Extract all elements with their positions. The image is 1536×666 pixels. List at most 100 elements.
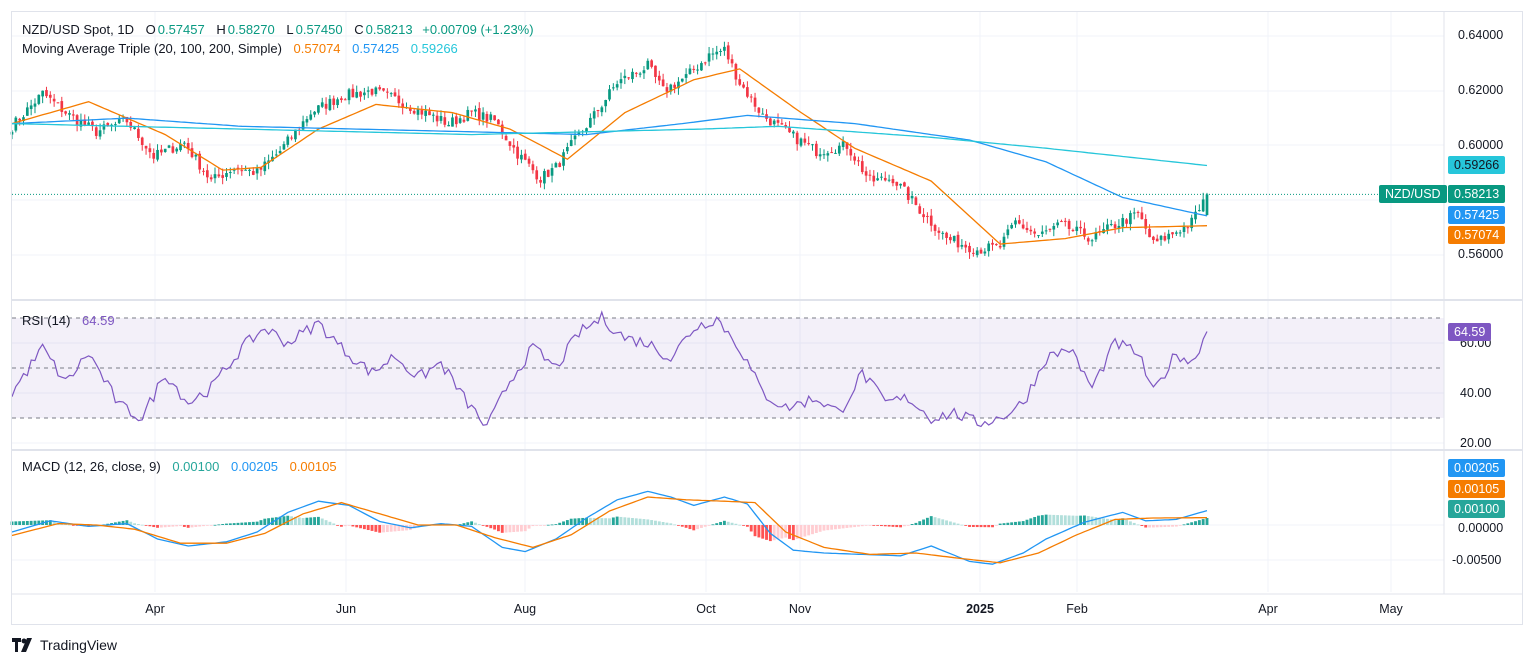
candle-body [535, 170, 539, 180]
macd-histogram-bar [592, 517, 596, 525]
tradingview-logo[interactable]: TradingView [12, 637, 117, 653]
candle-body [94, 127, 98, 136]
candle-body [175, 148, 179, 152]
candle-body [451, 117, 454, 127]
candle-body [696, 69, 699, 71]
macd-histogram-bar [952, 522, 956, 525]
candle-body [117, 119, 121, 124]
macd-histogram-bar [876, 525, 880, 526]
candle-body [673, 84, 676, 88]
candle-body [56, 102, 60, 104]
candle-body [876, 178, 879, 181]
macd-pane [10, 490, 1209, 565]
candle-body [382, 88, 385, 91]
rsi-legend: RSI (14) 64.59 [22, 313, 117, 328]
candle-body [148, 148, 152, 153]
macd-histogram-bar [129, 521, 133, 525]
macd-histogram-bar [1178, 525, 1182, 526]
macd-histogram-bar [791, 525, 795, 541]
candle-body [516, 146, 519, 159]
macd-histogram-bar [822, 525, 826, 531]
macd-histogram-bar [1171, 525, 1174, 527]
macd-histogram-bar [320, 518, 324, 525]
macd-histogram-bar [519, 525, 523, 532]
time-tick-label: Apr [145, 602, 165, 616]
candle-body [1129, 213, 1132, 225]
candle-body [991, 242, 994, 245]
rsi-line [11, 310, 1208, 428]
macd-legend-value: 0.00205 [230, 459, 278, 474]
macd-histogram-bar [546, 524, 550, 526]
candle-body [680, 78, 684, 82]
candle-body [550, 168, 554, 176]
tradingview-logo-icon [12, 638, 32, 652]
candle-body [1178, 232, 1182, 234]
candle-body [780, 123, 784, 125]
candle-body [60, 101, 64, 112]
candle-body [589, 117, 592, 128]
macd-histogram-bar [749, 525, 753, 532]
macd-histogram-bar [1102, 518, 1106, 525]
candle-body [477, 108, 481, 121]
candle-body [301, 121, 305, 130]
candle-body [320, 102, 324, 107]
candle-body [205, 170, 209, 178]
macd-histogram-bar [665, 522, 669, 525]
macd-histogram-bar [1079, 515, 1083, 525]
candle-body [1205, 194, 1209, 216]
close-value: 0.58213 [365, 22, 413, 37]
macd-histogram-bar [508, 525, 512, 533]
candle-body [186, 142, 190, 150]
candle-body [1201, 199, 1205, 212]
candle-body [910, 195, 914, 199]
macd-histogram-bar [1194, 521, 1197, 525]
rsi-band [12, 317, 1444, 419]
candle-body [619, 79, 623, 84]
macd-histogram-bar [933, 517, 937, 525]
candle-body [734, 63, 738, 80]
candle-body [684, 74, 688, 78]
macd-histogram-bar [1006, 522, 1010, 525]
ma200-price-tag: 0.59266 [1448, 156, 1506, 174]
candle-body [393, 92, 397, 97]
ma100-line [11, 114, 1208, 217]
macd-histogram-bar [588, 517, 592, 525]
macd-histogram-bar [948, 521, 952, 525]
macd-histogram-bar [339, 525, 343, 527]
macd-histogram-bar [531, 525, 535, 527]
macd-histogram-bar [914, 522, 918, 525]
macd-histogram-bar [1040, 515, 1044, 525]
macd-histogram-bar [654, 520, 657, 525]
candle-body [883, 177, 887, 181]
candle-body [228, 172, 232, 174]
macd-histogram-bar [991, 525, 994, 528]
macd-histogram-bar [351, 525, 355, 527]
macd-histogram-bar [1201, 519, 1205, 525]
macd-histogram-bar [152, 525, 156, 528]
candle-body [1132, 212, 1136, 214]
candle-body [347, 89, 351, 101]
macd-histogram-bar [711, 524, 715, 526]
candle-body [849, 149, 853, 156]
candle-body [274, 154, 278, 156]
macd-histogram-bar [826, 525, 830, 531]
candle-body [933, 225, 937, 231]
candle-body [412, 110, 416, 114]
candle-body [79, 120, 83, 127]
candle-body [416, 108, 420, 115]
candle-body [454, 116, 458, 125]
macd-histogram-bar [1075, 515, 1079, 525]
candle-body [129, 121, 133, 128]
candle-body [623, 75, 627, 79]
candle-body [998, 245, 1002, 248]
candle-body [960, 244, 964, 247]
candle-body [106, 122, 110, 126]
candle-body [834, 152, 837, 154]
candle-body [244, 169, 247, 171]
macd-histogram-bar [680, 525, 684, 527]
macd-histogram-bar [860, 525, 864, 527]
candle-body [1152, 236, 1155, 240]
macd-histogram-bar [194, 525, 198, 527]
candle-body [324, 103, 328, 109]
